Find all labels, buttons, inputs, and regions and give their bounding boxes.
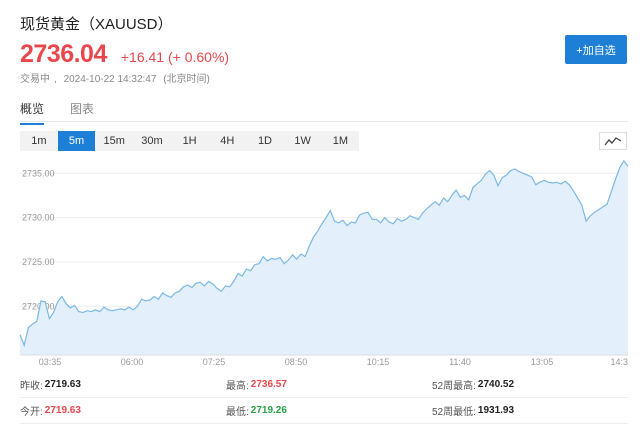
- stat-low: 最低: 2719.26: [226, 403, 432, 418]
- stats-row: 昨收: 2719.63 最高: 2736.57 52周最高: 2740.52: [20, 372, 628, 398]
- y-tick-label: 2735.00: [22, 168, 55, 178]
- stat-label: 今开:: [20, 407, 43, 418]
- stat-value: 2719.63: [44, 405, 81, 416]
- interval-4h[interactable]: 4H: [220, 135, 235, 147]
- quote-time: 2024-10-22 14:32:47: [63, 74, 157, 85]
- x-tick-label: 10:15: [367, 357, 390, 367]
- interval-5m[interactable]: 5m: [57, 131, 96, 151]
- timezone-label: (北京时间): [163, 74, 210, 85]
- price-chart[interactable]: 2735.002730.002725.002720.002715.0003:35…: [0, 158, 640, 368]
- instrument-title: 现货黄金（XAUUSD）: [20, 16, 173, 33]
- interval-1m[interactable]: 1m: [31, 135, 47, 147]
- interval-30m[interactable]: 30m: [141, 135, 163, 147]
- x-tick-label: 06:00: [121, 357, 144, 367]
- chart-type-toggle[interactable]: [599, 132, 627, 150]
- stat-value: 2719.26: [250, 405, 287, 416]
- stat-value: 2719.63: [44, 379, 81, 390]
- price-line: [19, 159, 629, 348]
- interval-1d[interactable]: 1D: [257, 135, 272, 147]
- stat-52w-low: 52周最低: 1931.93: [432, 403, 628, 418]
- price-area: [20, 160, 628, 355]
- trade-status-sep: ,: [54, 74, 57, 85]
- stat-value: 2736.57: [250, 379, 287, 390]
- stat-prev-close: 昨收: 2719.63: [20, 377, 226, 392]
- status-line: 交易中, 2024-10-22 14:32:47 (北京时间): [20, 70, 214, 85]
- stat-label: 52周最高:: [432, 381, 476, 392]
- interval-1h[interactable]: 1H: [182, 135, 197, 147]
- trade-status: 交易中: [20, 74, 50, 85]
- stat-label: 最高:: [226, 381, 249, 392]
- x-tick-label: 13:05: [531, 357, 554, 367]
- y-tick-label: 2720.00: [22, 301, 55, 311]
- price-change: +16.41 (+ 0.60%): [120, 49, 230, 65]
- interval-15m[interactable]: 15m: [103, 135, 125, 147]
- stats-row: 今开: 2719.63 最低: 2719.26 52周最低: 1931.93: [20, 398, 628, 424]
- tabs-divider: [20, 121, 628, 122]
- x-tick-label: 14:3: [610, 357, 628, 367]
- interval-selector: 1m 5m 15m 30m 1H 4H 1D 1W 1M: [20, 131, 360, 151]
- y-tick-label: 2725.00: [22, 257, 55, 267]
- x-tick-label: 07:25: [203, 357, 226, 367]
- stat-label: 昨收:: [20, 381, 43, 392]
- stats-table: 昨收: 2719.63 最高: 2736.57 52周最高: 2740.52 今…: [20, 372, 628, 424]
- stat-label: 最低:: [226, 407, 249, 418]
- view-tabs: 概览 图表: [20, 100, 120, 125]
- price-row: 2736.04 +16.41 (+ 0.60%): [20, 40, 229, 69]
- stat-value: 1931.93: [477, 405, 515, 416]
- stat-52w-high: 52周最高: 2740.52: [432, 377, 628, 392]
- x-tick-label: 11:40: [449, 357, 471, 367]
- tab-chart[interactable]: 图表: [70, 102, 95, 116]
- last-price: 2736.04: [20, 40, 107, 68]
- stat-label: 52周最低:: [432, 407, 476, 418]
- interval-1mo[interactable]: 1M: [332, 135, 348, 147]
- line-chart-icon: [604, 137, 622, 146]
- stat-high: 最高: 2736.57: [226, 377, 432, 392]
- x-tick-label: 03:35: [39, 357, 62, 367]
- tab-overview[interactable]: 概览: [20, 100, 45, 125]
- y-tick-label: 2730.00: [22, 213, 55, 223]
- x-tick-label: 08:50: [285, 357, 308, 367]
- stat-value: 2740.52: [477, 379, 515, 390]
- stat-open: 今开: 2719.63: [20, 403, 226, 418]
- add-watchlist-button[interactable]: +加自选: [565, 35, 627, 64]
- interval-1w[interactable]: 1W: [294, 135, 311, 147]
